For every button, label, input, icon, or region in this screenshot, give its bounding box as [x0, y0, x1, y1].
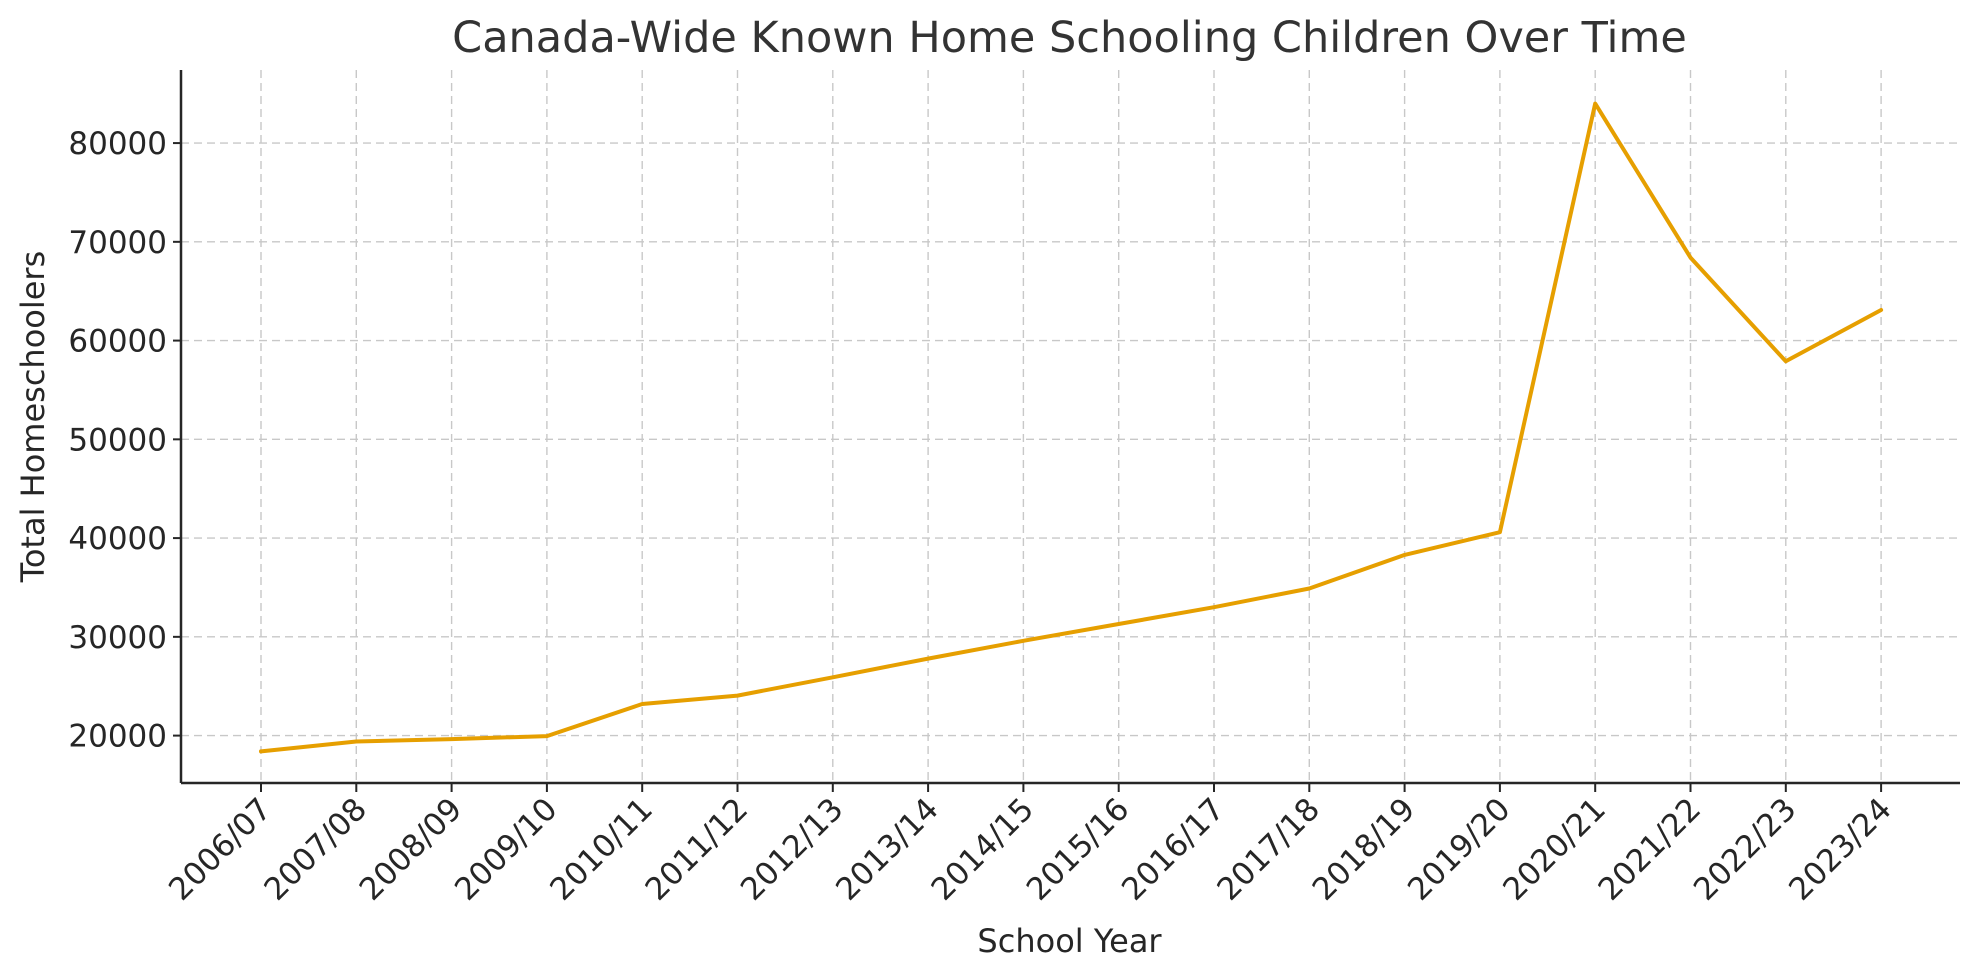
x-ticks: 2006/072007/082008/092009/102010/112011/… [162, 783, 1899, 908]
axes [179, 70, 1960, 785]
x-tick-label: 2023/24 [1782, 791, 1899, 908]
y-tick-label: 40000 [68, 521, 167, 557]
y-axis-label: Total Homeschoolers [14, 251, 52, 584]
x-tick-label: 2018/19 [1306, 791, 1423, 908]
y-tick-label: 80000 [68, 126, 167, 162]
x-tick-label: 2014/15 [925, 791, 1042, 908]
y-tick-label: 70000 [68, 225, 167, 261]
series [259, 101, 1884, 754]
x-tick-label: 2009/10 [448, 791, 565, 908]
x-tick-label: 2016/17 [1115, 791, 1232, 908]
y-ticks: 20000 30000 40000 50000 60000 70000 80000 [68, 126, 181, 755]
x-tick-label: 2010/11 [543, 791, 660, 908]
x-tick-label: 2021/22 [1592, 791, 1709, 908]
x-tick-label: 2020/21 [1496, 791, 1613, 908]
x-tick-label: 2008/09 [353, 791, 470, 908]
chart-title: Canada-Wide Known Home Schooling Childre… [452, 13, 1687, 63]
y-tick-label: 50000 [68, 422, 167, 458]
x-tick-label: 2022/23 [1687, 791, 1804, 908]
grid [181, 70, 1960, 783]
x-tick-label: 2019/20 [1401, 791, 1518, 908]
x-axis-label: School Year [977, 922, 1162, 960]
x-tick-label: 2017/18 [1210, 791, 1327, 908]
y-tick-label: 60000 [68, 324, 167, 360]
x-tick-label: 2006/07 [162, 791, 279, 908]
series-line [259, 101, 1884, 754]
y-tick-label: 30000 [68, 620, 167, 656]
x-tick-label: 2012/13 [734, 791, 851, 908]
x-tick-label: 2015/16 [1020, 791, 1137, 908]
x-tick-label: 2013/14 [829, 791, 946, 908]
x-tick-label: 2007/08 [257, 791, 374, 908]
y-tick-label: 20000 [68, 719, 167, 755]
x-tick-label: 2011/12 [639, 791, 756, 908]
